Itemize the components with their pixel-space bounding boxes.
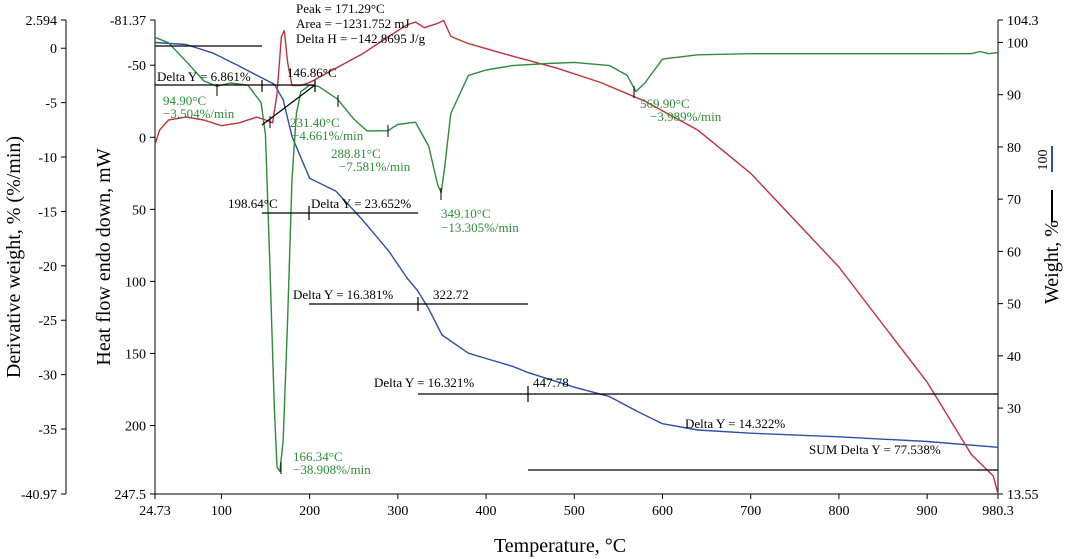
derivative-curve [154,36,999,473]
peak-label-line3: Delta H = −142.8695 J/g [296,31,426,46]
weight-curve [154,41,999,448]
deriv-peak-markers [216,84,635,474]
heat-tick-label: 200 [125,420,146,435]
x-tick-label: 24.73 [139,504,171,519]
deriv-tick-label: 0 [50,42,57,57]
deriv-tick-label: -10 [38,151,57,166]
heat-tick-label: 0 [139,131,146,146]
weight-tick-label: 104.3 [1007,14,1039,29]
x-tick-label: 900 [917,504,938,519]
x-tick-label: 800 [828,504,849,519]
weight-tick-label: 60 [1007,245,1021,260]
derivative-axis-ticks: 2.594 0 -5 -10 -15 -20 -25 -30 -35 -40.97 [21,14,66,503]
heatflow-axis-title: Heat flow endo down, mW [93,148,115,365]
x-tick-label: 700 [740,504,761,519]
peak-label-line1: Peak = 171.29°C [296,1,385,16]
weight-tick-label: 70 [1007,193,1021,208]
legend-weight-mark-label: 100 [1036,150,1051,171]
deriv-peak-2-temp: 231.40°C [290,115,340,130]
deriv-peak-2-rate: −4.661%/min [292,128,364,143]
deriv-tick-label: -25 [38,314,57,329]
x-tick-label: 500 [564,504,585,519]
deriv-peak-4-rate: −13.305%/min [441,220,519,235]
weight-tick-label: 90 [1007,89,1021,104]
deriv-tick-label: -20 [38,260,57,275]
x-tick-label: 980.3 [982,504,1014,519]
deriv-tick-label: -5 [45,97,57,112]
x-tick-label: 400 [476,504,497,519]
deriv-peak-1-rate: −3.504%/min [163,106,235,121]
plot-frame [65,20,999,495]
x-axis-title: Temperature, °C [494,535,626,557]
temp-label-322: 322.72 [433,287,469,302]
deriv-peak-4-temp: 349.10°C [441,206,491,221]
weight-tick-label: 50 [1007,298,1021,313]
deriv-peak-3-temp: 288.81°C [331,146,381,161]
delta-y-label-1: Delta Y = 6.861% [157,69,251,84]
x-tick-label: 600 [652,504,673,519]
delta-y-label-5: Delta Y = 14.322% [685,416,785,431]
heat-tick-label: -81.37 [110,14,146,29]
weight-tick-label: 30 [1007,402,1021,417]
temp-label-447: 447.78 [533,375,569,390]
weight-tick-label: 40 [1007,350,1021,365]
x-tick-label: 200 [299,504,320,519]
deriv-tick-label: 2.594 [26,14,58,29]
dsc-tangent [261,84,316,126]
delta-y-label-3: Delta Y = 16.381% [293,287,393,302]
deriv-tick-label: -15 [38,205,57,220]
x-tick-label: 100 [211,504,232,519]
weight-tick-label: 100 [1007,36,1028,51]
derivative-axis-title: Derivative weight, % (%/min) [3,136,25,378]
deriv-tick-label: -40.97 [21,488,57,503]
x-axis-ticks: 24.73 100 200 300 400 500 600 700 800 900 980.3 [139,494,1014,519]
heat-tick-label: 247.5 [115,488,147,503]
deriv-peak-1-temp: 94.90°C [163,93,206,108]
temp-label-198: 198.64°C [228,196,278,211]
heatflow-curve [154,19,999,495]
deriv-peak-6-rate: −38.908%/min [293,462,371,477]
heat-tick-label: 100 [125,275,146,290]
deriv-peak-3-rate: −7.581%/min [339,159,411,174]
step-annotations [155,45,998,471]
deriv-tick-label: -30 [38,369,57,384]
heat-tick-label: 50 [132,203,146,218]
data-curves [154,19,999,495]
sum-delta-label: SUM Delta Y = 77.538% [809,442,941,457]
temp-label-146: 146.86°C [287,65,337,80]
deriv-tick-label: -35 [38,423,57,438]
peak-label-line2: Area = −1231.752 mJ [296,16,410,31]
heatflow-axis-ticks: -81.37 -50 0 50 100 150 200 247.5 [110,14,155,503]
delta-y-label-4: Delta Y = 16.321% [374,375,474,390]
weight-axis-ticks: 104.3 100 90 80 70 60 50 40 30 13.55 [998,14,1039,503]
heat-tick-label: -50 [127,59,146,74]
deriv-peak-6-temp: 166.34°C [293,449,343,464]
weight-tick-label: 80 [1007,141,1021,156]
weight-tick-label: 13.55 [1007,488,1039,503]
heat-tick-label: 150 [125,347,146,362]
deriv-peak-5-rate: −3.989%/min [650,109,722,124]
delta-y-label-2: Delta Y = 23.652% [311,196,411,211]
weight-axis-title: Weight, % [1041,220,1063,304]
x-tick-label: 300 [387,504,408,519]
deriv-peak-5-temp: 569.90°C [640,96,690,111]
